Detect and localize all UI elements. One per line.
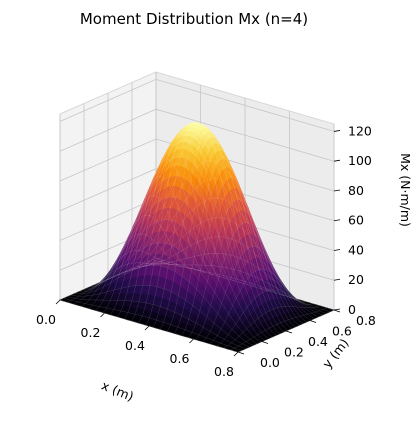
- mesh-line: [159, 131, 256, 330]
- mesh-line: [155, 257, 335, 311]
- z-tick: [333, 219, 341, 222]
- mesh-line: [209, 268, 306, 344]
- y-tick-label: 0.6: [332, 324, 352, 339]
- mesh-line: [102, 130, 281, 334]
- y-tick-label: 0.2: [284, 345, 304, 360]
- mesh-line: [67, 296, 246, 349]
- x-tick: [144, 325, 150, 331]
- mesh-line: [123, 143, 221, 319]
- z-grid-line: [59, 138, 335, 192]
- mesh-line: [74, 261, 171, 305]
- mesh-line: [98, 141, 277, 336]
- surface-plot: [59, 122, 335, 353]
- mesh-line: [121, 145, 300, 326]
- z-tick-label: 60: [348, 213, 364, 228]
- mesh-line: [138, 125, 235, 324]
- mesh-line: [144, 253, 323, 316]
- mesh-line: [88, 233, 185, 309]
- mesh-line: [117, 133, 296, 328]
- mesh-line: [129, 178, 308, 323]
- chart-title: Moment Distribution Mx (n=4): [80, 10, 308, 28]
- mesh-line: [63, 298, 242, 351]
- y-tick: [237, 351, 245, 355]
- tick-labels: 0.00.20.40.60.80.00.20.40.60.80204060801…: [36, 123, 376, 379]
- y-tick-label: 0.4: [308, 334, 328, 349]
- mesh-line: [188, 199, 285, 338]
- mesh-line: [125, 160, 304, 324]
- mesh-line: [79, 242, 258, 344]
- y-tick-label: 0.0: [260, 355, 280, 370]
- x-tick: [100, 312, 105, 318]
- mesh-line: [59, 257, 157, 301]
- x-tick-label: 0.4: [125, 338, 145, 353]
- y-tick: [261, 341, 269, 344]
- mesh-line: [109, 176, 206, 315]
- x-tick-label: 0.2: [81, 325, 101, 340]
- mesh-line: [71, 285, 250, 348]
- mesh-line: [148, 261, 327, 314]
- tick-marks: [55, 130, 341, 357]
- mesh-line: [113, 125, 292, 329]
- x-tick: [55, 299, 61, 305]
- z-tick-label: 120: [348, 123, 372, 138]
- z-tick: [333, 308, 341, 311]
- z-tick: [333, 249, 341, 251]
- mesh-line: [166, 142, 263, 332]
- z-tick-label: 40: [348, 243, 364, 258]
- z-tick: [333, 159, 341, 162]
- mesh-line: [66, 259, 164, 303]
- mesh-line: [131, 132, 228, 321]
- mesh-line: [90, 175, 269, 339]
- x-tick-label: 0.8: [214, 364, 234, 379]
- mesh-line: [152, 259, 331, 312]
- mesh-line: [216, 289, 313, 347]
- x-tick: [189, 338, 194, 344]
- mesh-line: [82, 219, 262, 343]
- mesh-line: [94, 156, 273, 338]
- x-tick: [233, 351, 239, 357]
- mesh-line: [202, 246, 299, 342]
- z-tick: [333, 189, 341, 192]
- z-tick-label: 100: [348, 153, 372, 168]
- mesh-line: [223, 305, 320, 349]
- z-grid-line: [59, 168, 335, 222]
- z-grid-line: [59, 78, 335, 132]
- mesh-line: [116, 158, 214, 317]
- x-tick-label: 0.6: [170, 351, 190, 366]
- z-tick-label: 0: [348, 302, 356, 317]
- surface-facet: [233, 349, 241, 353]
- z-grid-line: [59, 108, 335, 162]
- mesh-line: [152, 124, 249, 328]
- mesh-line: [132, 197, 312, 321]
- mesh-line: [81, 250, 178, 307]
- mesh-line: [195, 222, 292, 340]
- mesh-line: [109, 122, 289, 331]
- y-tick: [285, 330, 293, 334]
- mesh-line: [75, 265, 254, 346]
- x-axis-label: x (m): [99, 378, 136, 404]
- y-tick-label: 0.8: [356, 313, 376, 328]
- z-tick-label: 20: [348, 272, 364, 287]
- y-tick: [333, 309, 341, 313]
- mesh-line: [106, 124, 285, 333]
- mesh-line: [180, 177, 278, 336]
- z-tick: [333, 130, 341, 132]
- x-tick-label: 0.0: [36, 312, 56, 327]
- mesh-line: [95, 214, 192, 311]
- z-tick-label: 80: [348, 183, 364, 198]
- mesh-line: [140, 236, 319, 317]
- mesh-line: [145, 122, 242, 326]
- z-tick: [333, 278, 341, 281]
- mesh-line: [86, 196, 266, 341]
- mesh-line: [173, 158, 270, 334]
- mesh-line: [102, 195, 199, 313]
- y-tick: [309, 320, 317, 323]
- z-axis-label: Mx (N·m/m): [398, 153, 411, 227]
- mesh-line: [136, 217, 315, 319]
- mesh-line: [230, 307, 327, 351]
